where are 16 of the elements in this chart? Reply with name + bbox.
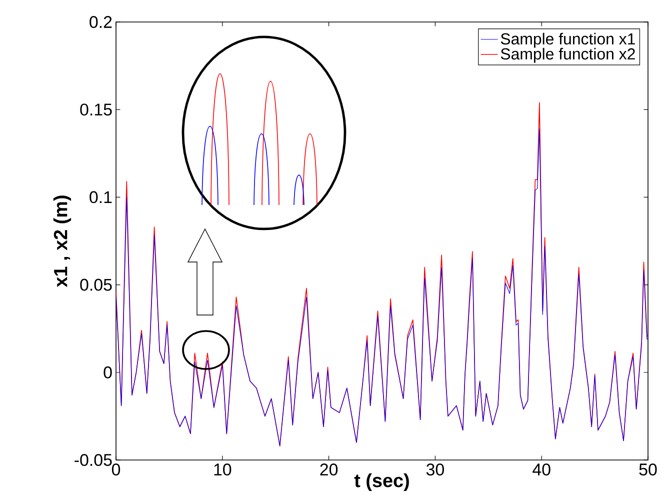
x-axis-title: t (sec) <box>354 473 409 491</box>
x-tick-label: 30 <box>426 464 444 476</box>
y-tick-label: 0.2 <box>90 16 112 28</box>
legend-label: Sample function x2 <box>500 48 635 63</box>
legend-label: Sample function x1 <box>500 32 635 48</box>
x-tick-label: 40 <box>532 464 550 476</box>
y-tick-label: 0.15 <box>80 104 112 116</box>
y-tick-label: 0.05 <box>80 278 112 291</box>
x-tick-label: 50 <box>639 464 657 476</box>
y-axis-title: x1 , x2 (m) <box>53 196 72 288</box>
y-tick-label: 0.1 <box>90 191 112 204</box>
x-tick-label: 20 <box>320 464 338 476</box>
y-tick-label: 0 <box>104 366 112 378</box>
x-tick-label: 10 <box>214 464 232 476</box>
y-tick-label: -0.05 <box>74 454 112 466</box>
x-tick-label: 0 <box>112 464 120 476</box>
